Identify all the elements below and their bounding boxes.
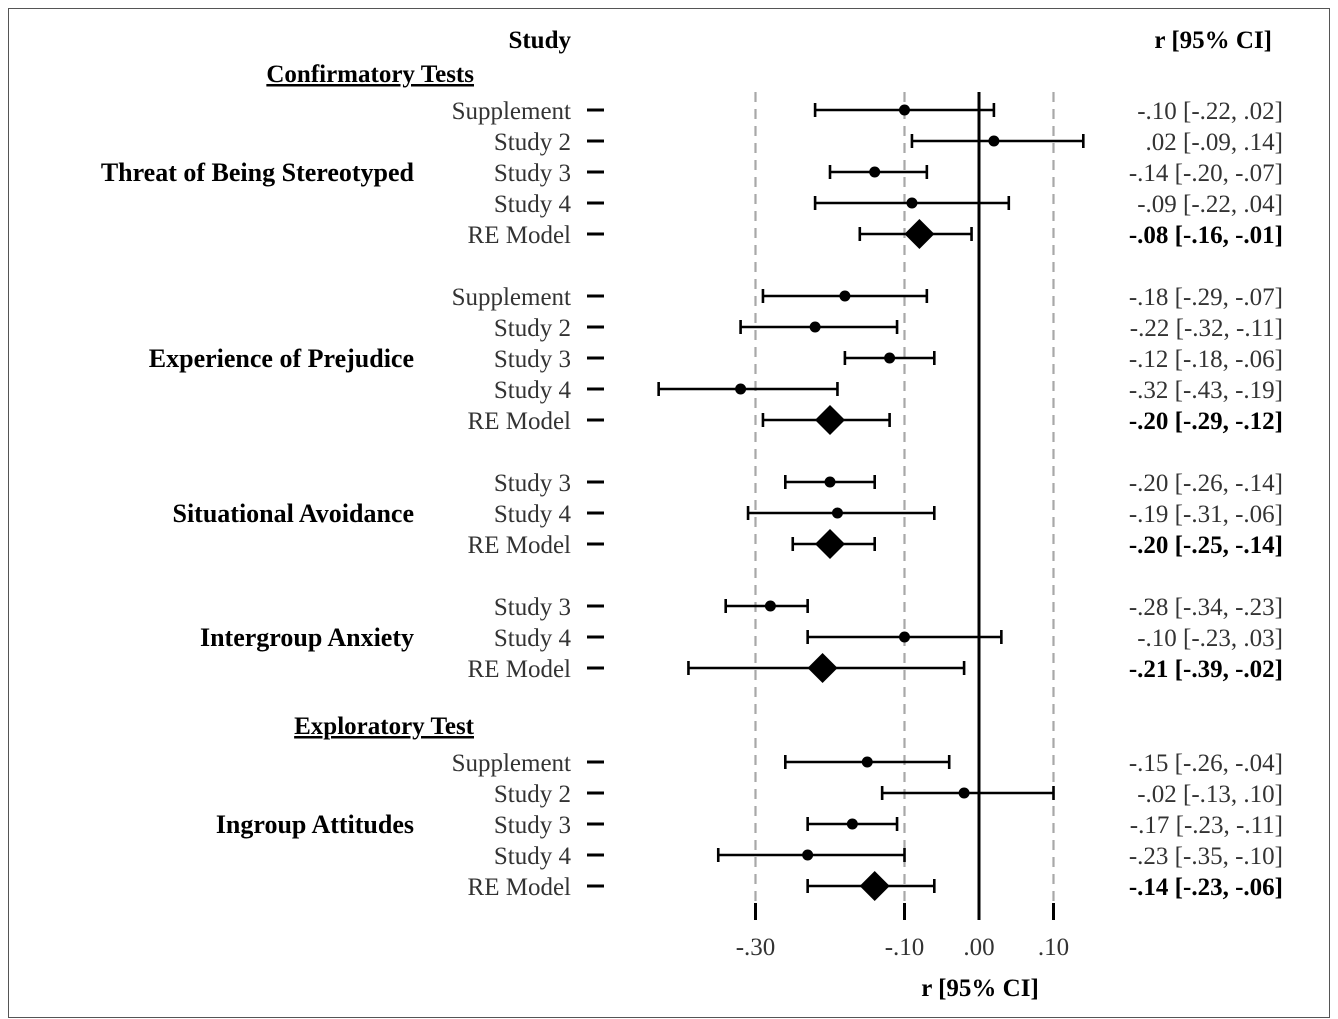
x-tick-label: -.10 bbox=[885, 934, 925, 961]
section-heading: Exploratory Test bbox=[294, 713, 475, 740]
ci-value-label: -.08 [-.16, -.01] bbox=[1129, 222, 1283, 249]
ci-value-label: -.09 [-.22, .04] bbox=[1137, 191, 1283, 218]
point-estimate bbox=[988, 135, 1000, 147]
ci-value-label: -.22 [-.32, -.11] bbox=[1130, 315, 1283, 342]
ci-value-label: -.10 [-.22, .02] bbox=[1137, 98, 1283, 125]
study-label: RE Model bbox=[468, 222, 572, 249]
study-label: Supplement bbox=[452, 98, 571, 125]
ci-value-label: -.20 [-.25, -.14] bbox=[1129, 532, 1283, 559]
section-heading: Confirmatory Tests bbox=[266, 61, 474, 88]
point-estimate bbox=[884, 352, 896, 364]
study-label: Study 3 bbox=[494, 812, 571, 839]
study-label: Study 4 bbox=[494, 843, 572, 870]
point-estimate bbox=[809, 321, 821, 333]
study-label: RE Model bbox=[468, 874, 572, 901]
point-estimate bbox=[899, 631, 910, 643]
ci-value-label: -.23 [-.35, -.10] bbox=[1129, 843, 1283, 870]
figure-frame bbox=[8, 8, 1330, 1018]
point-estimate bbox=[869, 166, 881, 178]
study-label: Study 3 bbox=[494, 346, 571, 373]
pooled-estimate-diamond bbox=[904, 219, 935, 249]
x-tick-label: .10 bbox=[1038, 934, 1069, 961]
point-estimate bbox=[831, 507, 843, 519]
ci-value-label: -.15 [-.26, -.04] bbox=[1129, 750, 1283, 777]
ci-column-header: r [95% CI] bbox=[1154, 27, 1272, 54]
ci-value-label: -.20 [-.26, -.14] bbox=[1129, 470, 1283, 497]
study-label: Study 4 bbox=[494, 377, 572, 404]
group-label: Experience of Prejudice bbox=[149, 344, 414, 373]
study-label: RE Model bbox=[468, 532, 572, 559]
ci-value-label: -.20 [-.29, -.12] bbox=[1129, 408, 1283, 435]
group-label: Threat of Being Stereotyped bbox=[101, 158, 415, 187]
point-estimate bbox=[906, 197, 918, 209]
point-estimate bbox=[846, 818, 858, 830]
study-label: Study 2 bbox=[494, 781, 571, 808]
point-estimate bbox=[861, 756, 873, 768]
ci-value-label: -.02 [-.13, .10] bbox=[1137, 781, 1283, 808]
ci-value-label: -.10 [-.23, .03] bbox=[1137, 625, 1283, 652]
ci-value-label: -.32 [-.43, -.19] bbox=[1129, 377, 1283, 404]
point-estimate bbox=[958, 787, 970, 799]
point-estimate bbox=[839, 290, 851, 302]
group-label: Ingroup Attitudes bbox=[216, 810, 414, 839]
point-estimate bbox=[735, 383, 747, 395]
ci-value-label: -.28 [-.34, -.23] bbox=[1129, 594, 1283, 621]
point-estimate bbox=[802, 849, 814, 861]
study-label: Study 4 bbox=[494, 501, 572, 528]
point-estimate bbox=[764, 600, 776, 612]
pooled-estimate-diamond bbox=[815, 529, 845, 559]
x-axis-label: r [95% CI] bbox=[921, 975, 1039, 1002]
point-estimate bbox=[899, 104, 910, 116]
x-tick-label: -.30 bbox=[736, 934, 776, 961]
study-label: Study 3 bbox=[494, 160, 571, 187]
study-label: Study 4 bbox=[494, 191, 572, 218]
study-label: Study 3 bbox=[494, 470, 571, 497]
study-label: Supplement bbox=[452, 750, 571, 777]
ci-value-label: -.19 [-.31, -.06] bbox=[1129, 501, 1283, 528]
ci-value-label: -.14 [-.20, -.07] bbox=[1129, 160, 1283, 187]
study-label: RE Model bbox=[468, 408, 572, 435]
ci-value-label: -.21 [-.39, -.02] bbox=[1129, 656, 1283, 683]
study-label: Study 3 bbox=[494, 594, 571, 621]
pooled-estimate-diamond bbox=[807, 653, 838, 683]
study-label: Study 2 bbox=[494, 129, 571, 156]
group-label: Situational Avoidance bbox=[172, 499, 414, 528]
group-label: Intergroup Anxiety bbox=[200, 623, 414, 652]
study-label: Study 4 bbox=[494, 625, 572, 652]
ci-value-label: -.18 [-.29, -.07] bbox=[1129, 284, 1283, 311]
study-column-header: Study bbox=[508, 27, 571, 54]
point-estimate bbox=[824, 476, 836, 488]
ci-value-label: -.14 [-.23, -.06] bbox=[1129, 874, 1283, 901]
x-tick-label: .00 bbox=[963, 934, 994, 961]
pooled-estimate-diamond bbox=[859, 871, 890, 901]
ci-value-label: -.17 [-.23, -.11] bbox=[1130, 812, 1283, 839]
study-label: Study 2 bbox=[494, 315, 571, 342]
ci-value-label: -.12 [-.18, -.06] bbox=[1129, 346, 1283, 373]
study-label: Supplement bbox=[452, 284, 571, 311]
pooled-estimate-diamond bbox=[815, 405, 845, 435]
ci-value-label: .02 [-.09, .14] bbox=[1146, 129, 1283, 156]
study-label: RE Model bbox=[468, 656, 572, 683]
